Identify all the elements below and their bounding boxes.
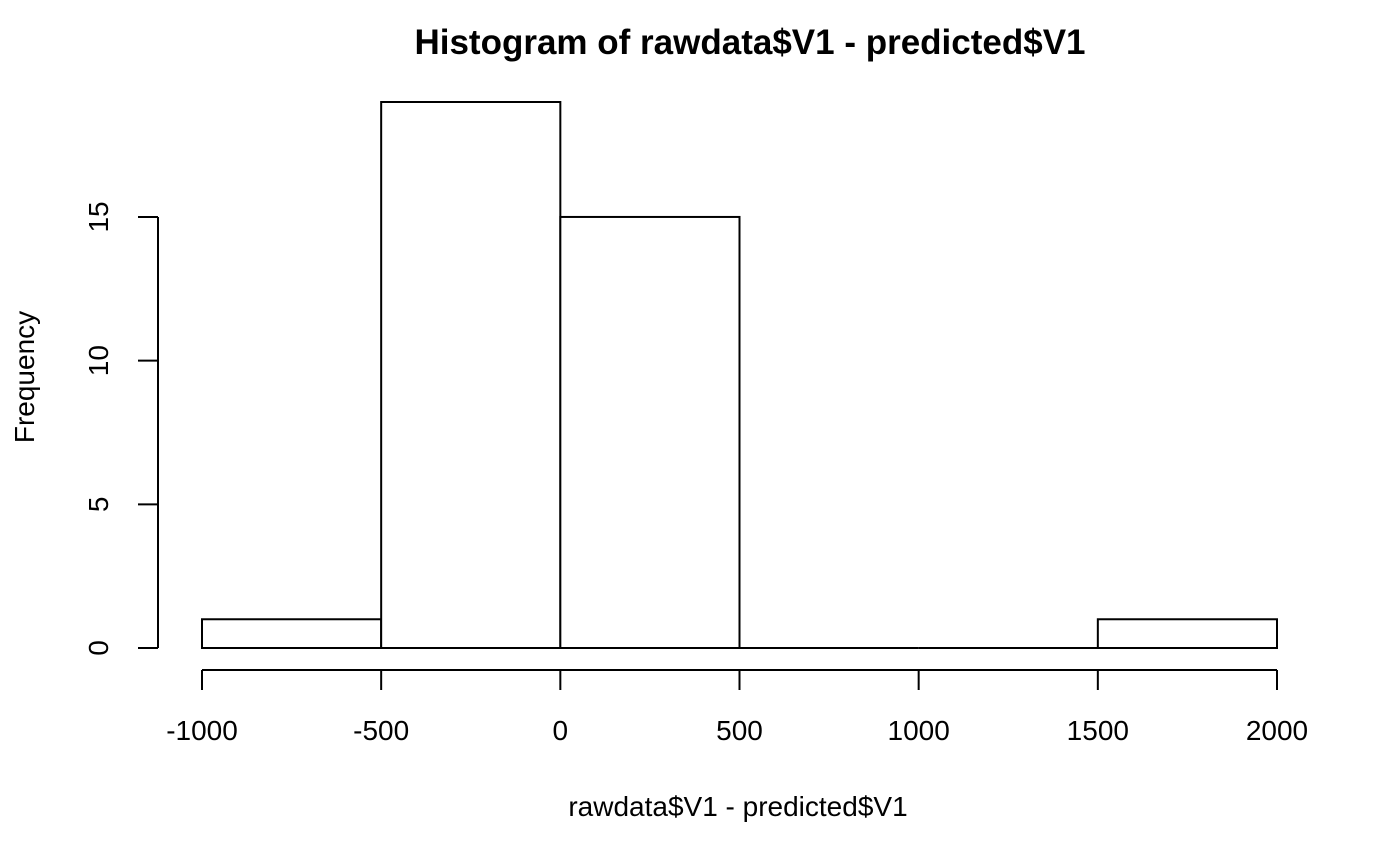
- x-tick-label: 2000: [1246, 715, 1308, 746]
- histogram-bar-5: [1096, 618, 1279, 650]
- y-tick-label: 5: [83, 497, 114, 513]
- x-tick-label: 500: [716, 715, 763, 746]
- y-axis: 0 5 10 15: [83, 201, 159, 656]
- histogram-bar-2: [559, 215, 741, 650]
- y-tick-label: 10: [83, 345, 114, 376]
- x-tick-label: 1500: [1067, 715, 1129, 746]
- x-tick-label: 0: [553, 715, 569, 746]
- x-axis-label: rawdata$V1 - predicted$V1: [568, 791, 907, 822]
- x-tick-label: -500: [353, 715, 409, 746]
- chart-title: Histogram of rawdata$V1 - predicted$V1: [414, 23, 1085, 62]
- histogram-bars: [201, 101, 1279, 650]
- histogram-bar-1: [380, 101, 562, 649]
- y-tick-label: 15: [83, 201, 114, 232]
- x-axis: -1000 -500 0 500 1000 1500 2000: [166, 669, 1308, 746]
- y-axis-label: Frequency: [9, 311, 40, 443]
- x-tick-label: 1000: [888, 715, 950, 746]
- y-tick-label: 0: [83, 640, 114, 656]
- x-tick-label: -1000: [166, 715, 238, 746]
- histogram-bar-0: [201, 618, 383, 650]
